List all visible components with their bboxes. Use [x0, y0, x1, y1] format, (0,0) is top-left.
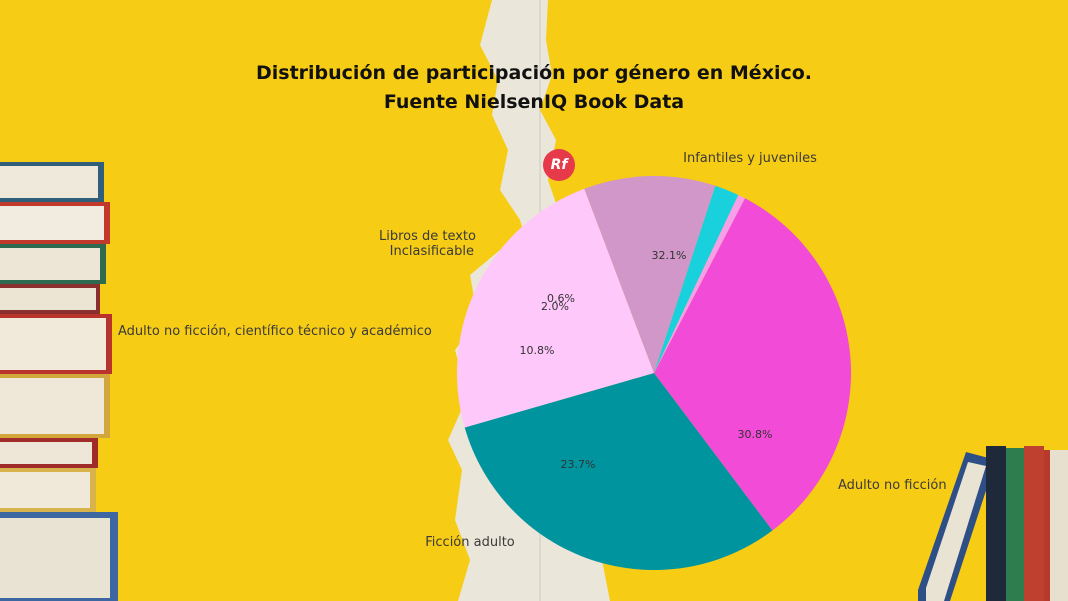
books-right	[918, 446, 1068, 601]
slice-category-label: Libros de texto	[379, 229, 476, 244]
slice-category-label: Inclasificable	[390, 244, 474, 259]
pie-slice	[464, 373, 773, 571]
slice-value-label: 0.6%	[547, 292, 575, 305]
pie-slice	[584, 176, 716, 373]
brand-logo: Rf	[543, 149, 575, 181]
chart-subtitle: Fuente NielsenIQ Book Data	[383, 91, 685, 113]
slice-category-label: Ficción adulto	[425, 535, 515, 550]
pie-slice	[654, 185, 739, 373]
slice-value-label: 10.8%	[520, 344, 555, 357]
slice-value-label: 30.8%	[738, 428, 773, 441]
pie-slice	[654, 194, 745, 373]
book-stack-left	[0, 162, 118, 601]
slice-category-label: Adulto no ficción	[838, 478, 947, 493]
slice-category-label: Infantiles y juveniles	[683, 151, 817, 166]
slice-value-label: 2.0%	[541, 300, 569, 313]
slice-value-label: 32.1%	[652, 249, 687, 262]
slice-category-label: Adulto no ficción, científico técnico y …	[118, 324, 432, 339]
pie-chart: 32.1% 30.8% 23.7% 10.8% 2.0%0.6% Infantiles y…	[118, 151, 947, 571]
pie-slice	[654, 198, 851, 531]
chart-title: Distribución de participación por género…	[255, 62, 812, 84]
slice-value-label: 23.7%	[561, 458, 596, 471]
pie-slice	[457, 188, 654, 428]
